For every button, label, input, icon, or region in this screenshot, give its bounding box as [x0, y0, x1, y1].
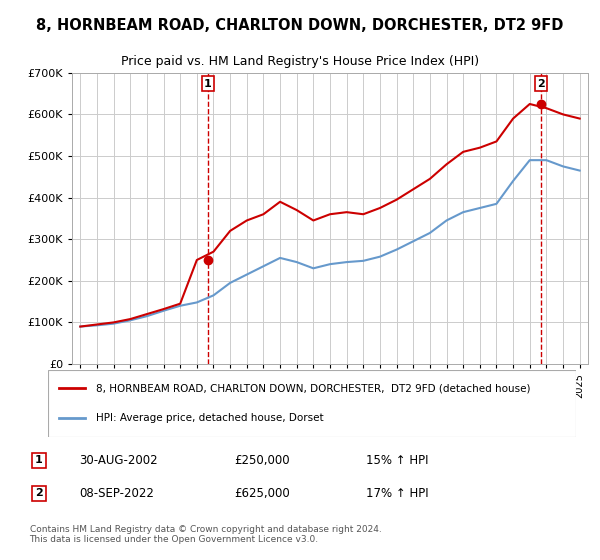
Text: £625,000: £625,000 — [234, 487, 290, 500]
Text: £250,000: £250,000 — [234, 454, 289, 467]
Text: Price paid vs. HM Land Registry's House Price Index (HPI): Price paid vs. HM Land Registry's House … — [121, 55, 479, 68]
Text: 17% ↑ HPI: 17% ↑ HPI — [366, 487, 429, 500]
Text: 15% ↑ HPI: 15% ↑ HPI — [366, 454, 429, 467]
Text: Contains HM Land Registry data © Crown copyright and database right 2024.
This d: Contains HM Land Registry data © Crown c… — [29, 525, 381, 544]
Text: 1: 1 — [204, 78, 212, 88]
Text: 08-SEP-2022: 08-SEP-2022 — [79, 487, 154, 500]
Text: 1: 1 — [35, 455, 43, 465]
Text: 30-AUG-2002: 30-AUG-2002 — [79, 454, 158, 467]
FancyBboxPatch shape — [48, 370, 576, 437]
Text: 2: 2 — [537, 78, 545, 88]
Text: 8, HORNBEAM ROAD, CHARLTON DOWN, DORCHESTER,  DT2 9FD (detached house): 8, HORNBEAM ROAD, CHARLTON DOWN, DORCHES… — [95, 384, 530, 394]
Text: 8, HORNBEAM ROAD, CHARLTON DOWN, DORCHESTER, DT2 9FD: 8, HORNBEAM ROAD, CHARLTON DOWN, DORCHES… — [37, 18, 563, 33]
Text: 2: 2 — [35, 488, 43, 498]
Text: HPI: Average price, detached house, Dorset: HPI: Average price, detached house, Dors… — [95, 413, 323, 423]
